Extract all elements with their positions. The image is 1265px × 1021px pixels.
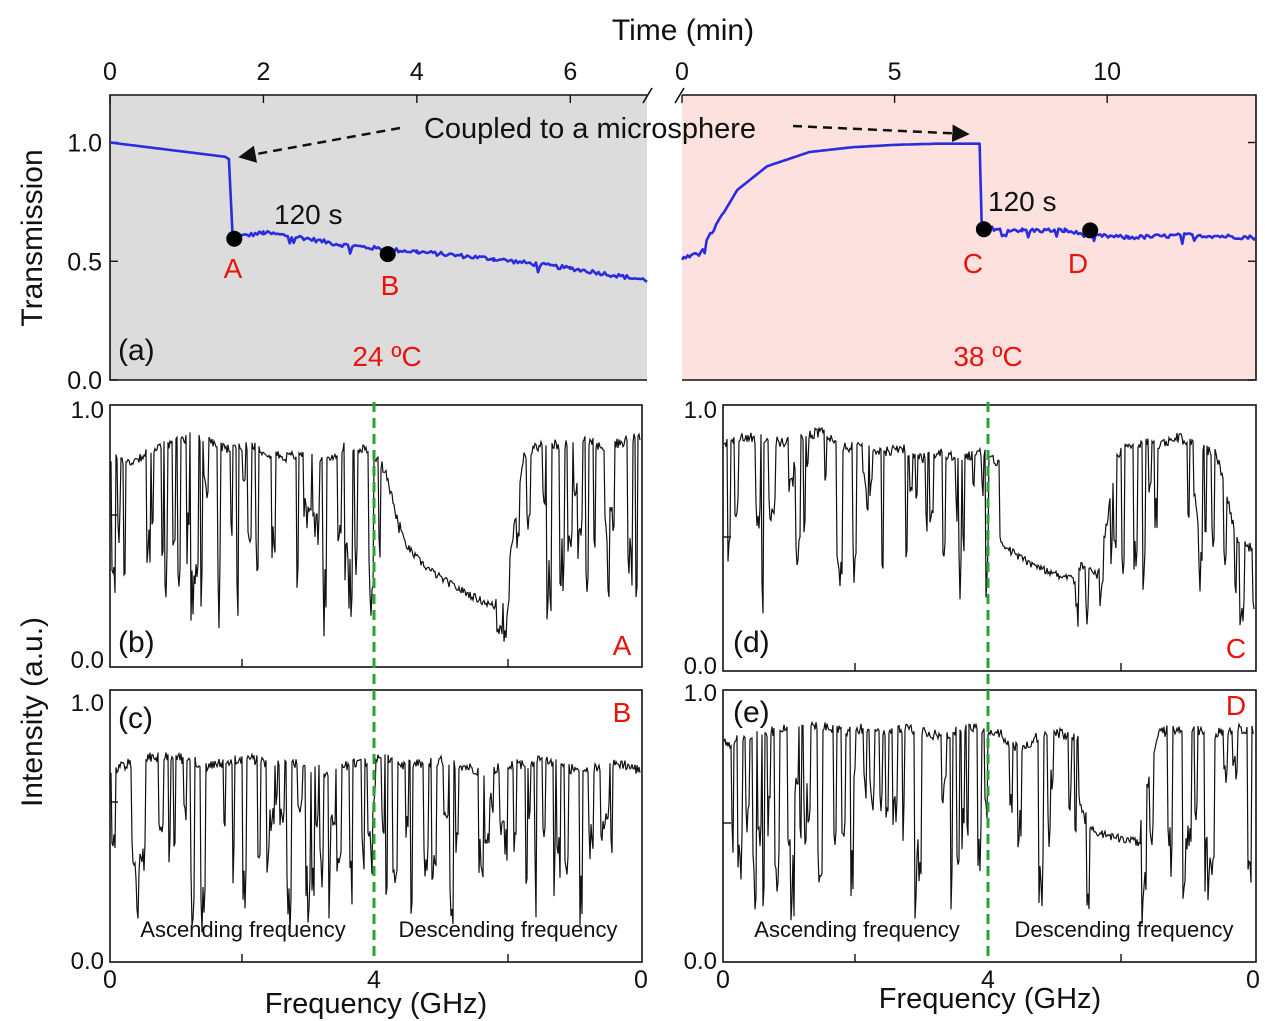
top-tick-label-right-2: 10 — [1093, 58, 1121, 86]
a-ytick-label-0: 0.0 — [67, 367, 102, 395]
point-label-C: C — [963, 248, 983, 279]
freq-label-left: Frequency (GHz) — [265, 988, 487, 1020]
e-ytick-bottom: 0.0 — [684, 948, 717, 975]
top-tick-label-left-2: 4 — [410, 58, 424, 86]
a-ytick-label-2: 1.0 — [67, 130, 102, 158]
panel-a-frame-left — [109, 94, 647, 381]
marker-B — [379, 246, 396, 263]
desc-text-right: Descending frequency — [1015, 917, 1234, 942]
c-xtick-0: 0 — [103, 966, 117, 994]
e-xtick-0: 0 — [716, 966, 730, 994]
panel-b-frame — [109, 404, 643, 668]
asc-text-right: Ascending frequency — [754, 917, 959, 942]
coupled-annotation: Coupled to a microsphere — [424, 113, 756, 145]
panel-c-frame — [109, 689, 643, 963]
interval-right: 120 s — [988, 186, 1057, 217]
marker-A — [226, 230, 243, 247]
top-axis-ticks-left: 0 2 4 6 — [103, 58, 577, 103]
panel-a-bg-left — [110, 95, 647, 380]
c-ytick-bottom: 0.0 — [71, 948, 104, 975]
spectrum-trace-b — [110, 432, 641, 642]
top-axis-ticks-right: 0 5 10 — [675, 58, 1121, 103]
b-ytick-top: 1.0 — [71, 397, 104, 424]
e-xtick-1: 4 — [981, 966, 995, 994]
corner-label-e: D — [1226, 690, 1246, 721]
spectra-ticks — [110, 514, 1122, 962]
top-tick-label-left-1: 2 — [256, 58, 270, 86]
panel-label-b: (b) — [118, 626, 155, 659]
top-tick-label-left-3: 6 — [563, 58, 577, 86]
e-xtick-2: 0 — [1246, 966, 1260, 994]
transmission-trace-left — [109, 141, 648, 283]
panel-label-a: (a) — [118, 334, 155, 367]
c-xtick-1: 4 — [367, 966, 381, 994]
c-ytick-top: 1.0 — [71, 690, 104, 717]
b-ytick-bottom: 0.0 — [71, 647, 104, 674]
temperature-right: 38 ºC — [953, 341, 1022, 372]
temperature-left: 24 ºC — [352, 341, 421, 372]
marker-C — [975, 221, 992, 238]
asc-text-left: Ascending frequency — [140, 917, 345, 942]
arrow-to-A — [238, 126, 401, 163]
panel-a-traces — [109, 141, 1257, 283]
point-label-B: B — [381, 270, 400, 301]
corner-label-d: C — [1226, 633, 1246, 664]
d-ytick-bottom: 0.0 — [684, 653, 717, 680]
desc-text-left: Descending frequency — [399, 917, 618, 942]
a-ytick-label-1: 0.5 — [67, 248, 102, 276]
intensity-label: Intensity (a.u.) — [16, 617, 49, 807]
freq-label-right: Frequency (GHz) — [879, 983, 1101, 1015]
top-tick-label-right-0: 0 — [675, 58, 689, 86]
top-tick-label-right-1: 5 — [888, 58, 902, 86]
spectrum-trace-e — [723, 720, 1255, 925]
top-axis-title: Time (min) — [612, 14, 754, 47]
marker-D — [1082, 222, 1099, 239]
top-tick-label-left-0: 0 — [103, 58, 117, 86]
point-label-A: A — [224, 253, 243, 284]
spectra-panels — [110, 426, 1255, 933]
panel-label-c: (c) — [118, 702, 153, 735]
corner-label-c: B — [613, 697, 632, 728]
panel-label-e: (e) — [733, 696, 770, 729]
e-ytick-top: 1.0 — [684, 680, 717, 707]
c-xtick-2: 0 — [634, 966, 648, 994]
interval-left: 120 s — [274, 199, 343, 230]
transmission-trace-right — [680, 142, 1257, 261]
point-label-D: D — [1068, 248, 1088, 279]
axis-break-marks — [642, 87, 685, 104]
corner-label-b: A — [613, 630, 632, 661]
d-ytick-top: 1.0 — [684, 397, 717, 424]
transmission-label: Transmission — [16, 149, 49, 326]
panel-label-d: (d) — [733, 626, 770, 659]
